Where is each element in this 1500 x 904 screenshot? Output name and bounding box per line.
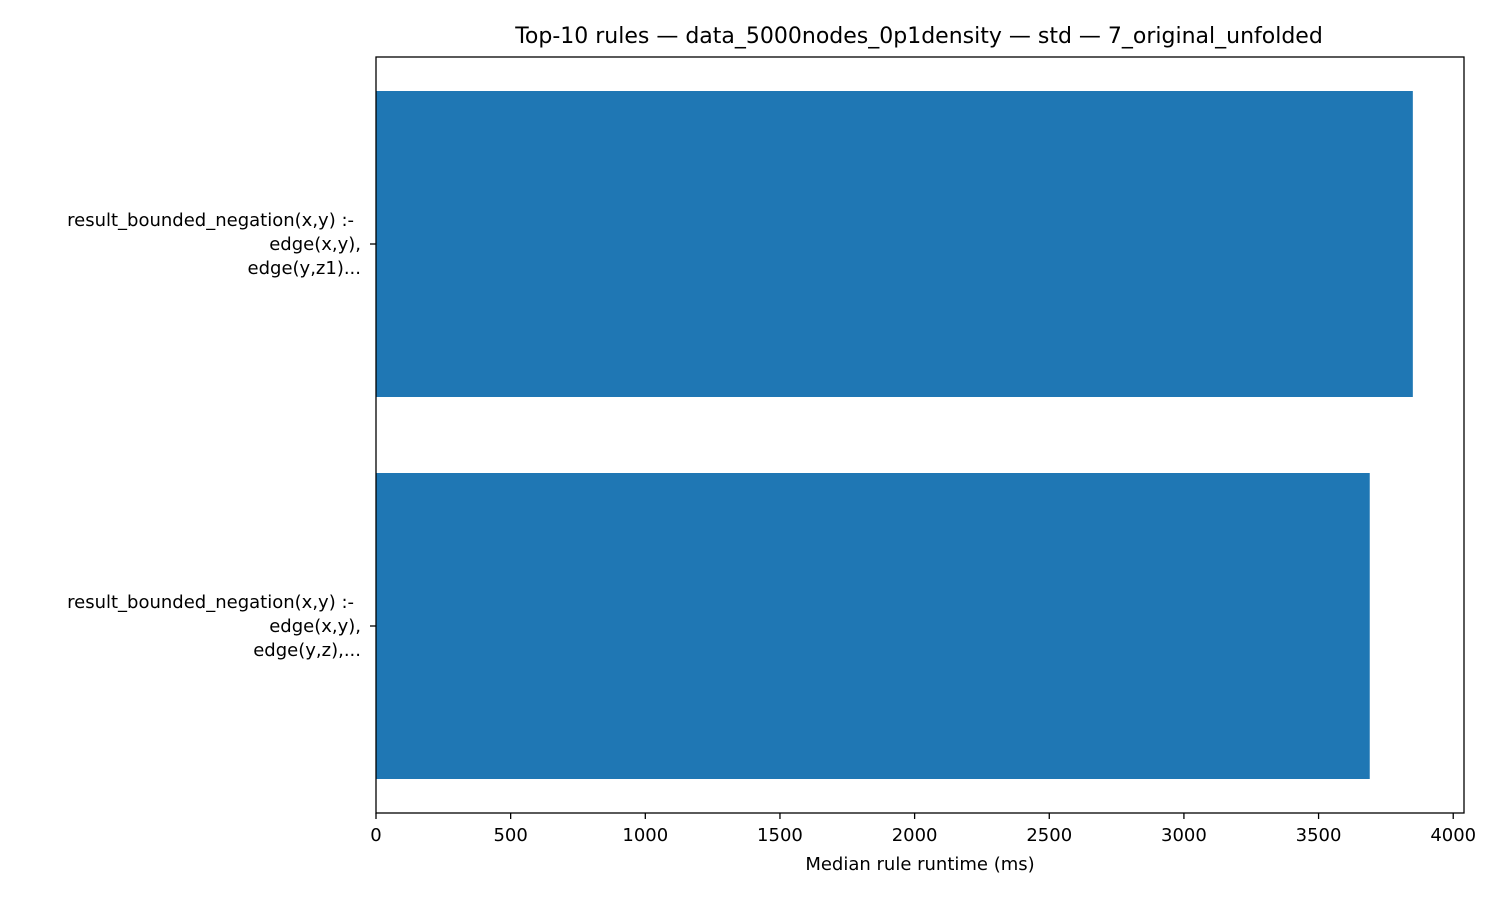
bar-1	[376, 91, 1413, 397]
bars-layer	[376, 91, 1413, 779]
y-tick-label-line: edge(y,z1)...	[248, 258, 361, 279]
y-tick-label-line: result_bounded_negation(x,y) :-	[67, 210, 354, 231]
y-tick-label: result_bounded_negation(x,y) :- edge(x,y)…	[67, 592, 361, 661]
y-tick-label-line: edge(x,y),	[269, 234, 361, 255]
x-tick-label: 4000	[1430, 825, 1476, 846]
x-axis-label: Median rule runtime (ms)	[805, 854, 1034, 875]
x-axis: 0 500 1000 1500 2000 2500 3000 3500 4000	[370, 813, 1476, 846]
x-tick-label: 500	[493, 825, 527, 846]
y-tick-label: result_bounded_negation(x,y) :- edge(x,y)…	[67, 210, 361, 279]
y-axis: result_bounded_negation(x,y) :- edge(x,y)…	[67, 210, 376, 661]
y-tick-label-line: result_bounded_negation(x,y) :-	[67, 592, 354, 613]
y-tick-label-line: edge(x,y),	[269, 616, 361, 637]
y-tick-label-line: edge(y,z),...	[253, 640, 361, 661]
bar-2	[376, 473, 1370, 779]
plot-frame	[375, 56, 1465, 814]
x-tick-label: 2000	[892, 825, 938, 846]
x-tick-label: 3000	[1161, 825, 1207, 846]
x-tick-label: 1500	[757, 825, 803, 846]
x-tick-label: 1000	[622, 825, 668, 846]
x-tick-label: 3500	[1296, 825, 1342, 846]
x-tick-label: 0	[370, 825, 381, 846]
x-tick-label: 2500	[1026, 825, 1072, 846]
chart-title: Top-10 rules — data_5000nodes_0p1density…	[514, 24, 1323, 49]
